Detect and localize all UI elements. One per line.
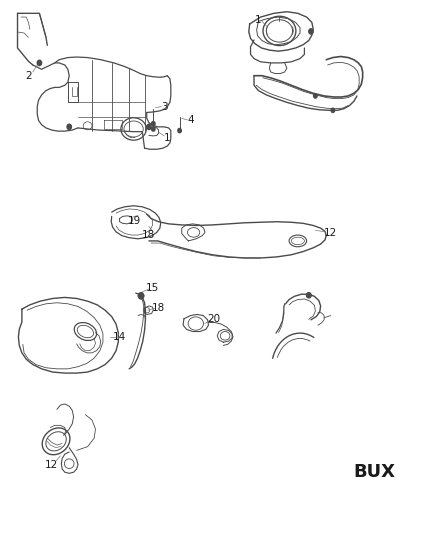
Circle shape <box>331 108 335 112</box>
Circle shape <box>152 127 155 131</box>
Text: 14: 14 <box>113 332 126 342</box>
Circle shape <box>307 293 311 298</box>
Text: 12: 12 <box>324 228 337 238</box>
Text: 3: 3 <box>161 102 168 111</box>
Circle shape <box>152 122 155 126</box>
Text: 19: 19 <box>128 216 141 226</box>
Text: BUX: BUX <box>353 463 396 481</box>
Text: 20: 20 <box>207 314 220 324</box>
Circle shape <box>37 60 42 66</box>
Circle shape <box>178 128 181 133</box>
Circle shape <box>67 124 71 130</box>
Circle shape <box>314 94 317 98</box>
Text: 12: 12 <box>45 460 58 470</box>
Circle shape <box>309 29 313 34</box>
Text: 18: 18 <box>152 303 165 313</box>
Circle shape <box>138 293 144 299</box>
Text: 2: 2 <box>25 71 32 80</box>
Text: 4: 4 <box>187 116 194 125</box>
Circle shape <box>147 124 151 130</box>
Text: 1: 1 <box>164 133 171 142</box>
Text: 15: 15 <box>146 283 159 293</box>
Text: 1: 1 <box>255 15 262 25</box>
Text: 18: 18 <box>142 230 155 239</box>
